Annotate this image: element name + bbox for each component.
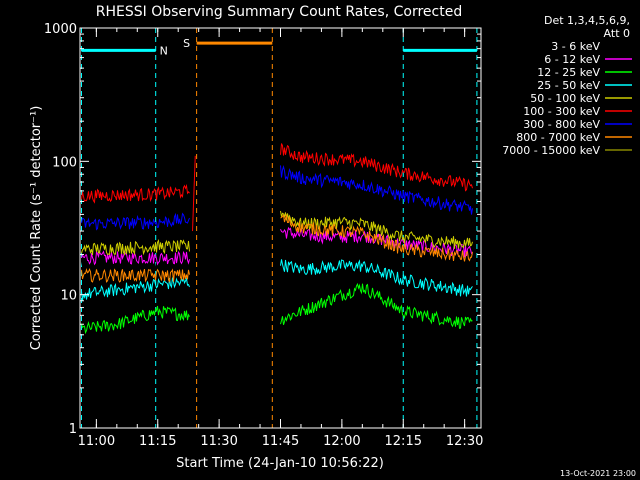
y-tick-label: 1000 bbox=[44, 22, 77, 37]
legend-label: 100 - 300 keV bbox=[523, 105, 600, 118]
legend-label: 12 - 25 keV bbox=[537, 66, 600, 79]
y-tick-label: 10 bbox=[60, 289, 77, 304]
x-tick-label: 11:45 bbox=[262, 434, 299, 449]
legend-header-detectors: Det 1,3,4,5,6,9, bbox=[544, 14, 630, 27]
y-tick-label: 100 bbox=[52, 155, 77, 170]
timestamp-label: 13-Oct-2021 23:00 bbox=[560, 469, 636, 478]
legend-header-attenuator: Att 0 bbox=[604, 27, 630, 40]
marker-label: N bbox=[160, 44, 168, 57]
legend-label: 800 - 7000 keV bbox=[516, 131, 600, 144]
series-line bbox=[81, 239, 190, 256]
series-line bbox=[81, 267, 190, 284]
legend-label: 7000 - 15000 keV bbox=[502, 144, 600, 157]
legend-label: 25 - 50 keV bbox=[537, 79, 600, 92]
x-tick-label: 12:30 bbox=[446, 434, 483, 449]
chart-title: RHESSI Observing Summary Count Rates, Co… bbox=[96, 4, 462, 20]
series-line bbox=[280, 165, 473, 215]
legend-label: 50 - 100 keV bbox=[530, 92, 600, 105]
series-line bbox=[81, 305, 190, 335]
spike-line bbox=[192, 155, 196, 232]
x-axis-label: Start Time (24-Jan-10 10:56:22) bbox=[176, 456, 384, 471]
legend-label: 6 - 12 keV bbox=[544, 53, 600, 66]
plot-area: NS bbox=[81, 28, 478, 428]
series-line bbox=[81, 256, 190, 272]
x-tick-label: 11:30 bbox=[200, 434, 237, 449]
x-tick-label: 12:15 bbox=[385, 434, 422, 449]
x-tick-label: 11:00 bbox=[78, 434, 115, 449]
series-line bbox=[81, 276, 190, 301]
series-line bbox=[81, 183, 190, 204]
legend-label: 300 - 800 keV bbox=[523, 118, 600, 131]
legend-label: 3 - 6 keV bbox=[551, 40, 600, 53]
y-axis: 1 10 100 1000 bbox=[44, 22, 481, 437]
x-tick-label: 11:15 bbox=[139, 434, 176, 449]
y-axis-label: Corrected Count Rate (s⁻¹ detector⁻¹) bbox=[29, 106, 44, 351]
series-line bbox=[280, 259, 473, 297]
marker-label: S bbox=[183, 37, 190, 50]
x-axis: 11:00 11:15 11:30 11:45 12:00 12:15 12:30 bbox=[78, 28, 483, 449]
series-line bbox=[280, 143, 473, 192]
x-tick-label: 12:00 bbox=[323, 434, 360, 449]
series-line bbox=[280, 213, 473, 262]
series-line bbox=[81, 212, 190, 231]
y-tick-label: 1 bbox=[69, 422, 77, 437]
series-line bbox=[280, 282, 473, 329]
series-line bbox=[280, 210, 473, 249]
